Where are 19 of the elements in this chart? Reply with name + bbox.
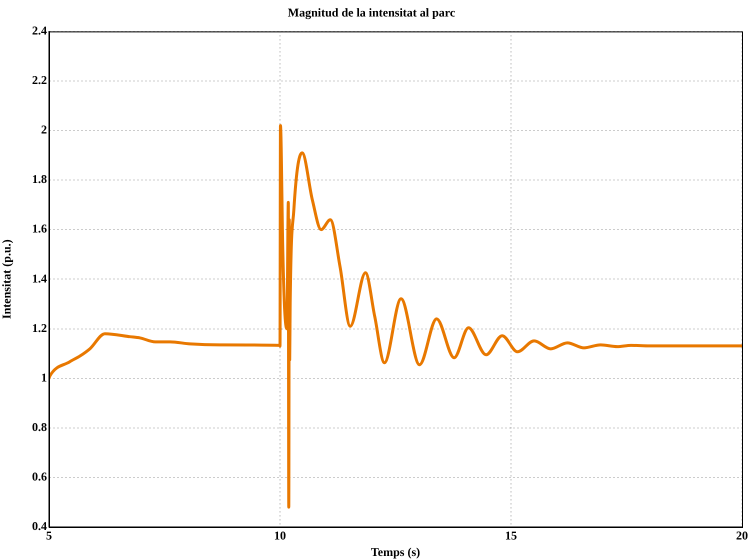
chart-title: Magnitud de la intensitat al parc: [288, 5, 456, 20]
y-tick-label: 1.6: [32, 222, 47, 236]
x-tick-label: 5: [46, 528, 52, 542]
y-tick-label: 0.8: [32, 420, 47, 434]
y-tick-label: 1.8: [32, 172, 47, 186]
x-tick-label: 15: [505, 528, 517, 542]
y-axis-title: Intensitat (p.u.): [0, 239, 14, 320]
x-axis-title: Temps (s): [370, 544, 420, 559]
line-series: [49, 124, 742, 509]
y-tick-label: 2: [41, 122, 47, 137]
y-tick-label: 2.4: [32, 23, 47, 38]
y-tick-label: 0.6: [32, 470, 47, 484]
y-tick-label: 1.2: [32, 320, 47, 335]
y-tick-label: 0.4: [32, 519, 47, 534]
y-tick-label: 2.2: [32, 73, 47, 88]
y-tick-label: 1: [41, 370, 47, 384]
x-tick-label: 20: [736, 528, 748, 542]
x-tick-label: 10: [274, 528, 286, 542]
y-tick-label: 1.4: [32, 271, 47, 286]
